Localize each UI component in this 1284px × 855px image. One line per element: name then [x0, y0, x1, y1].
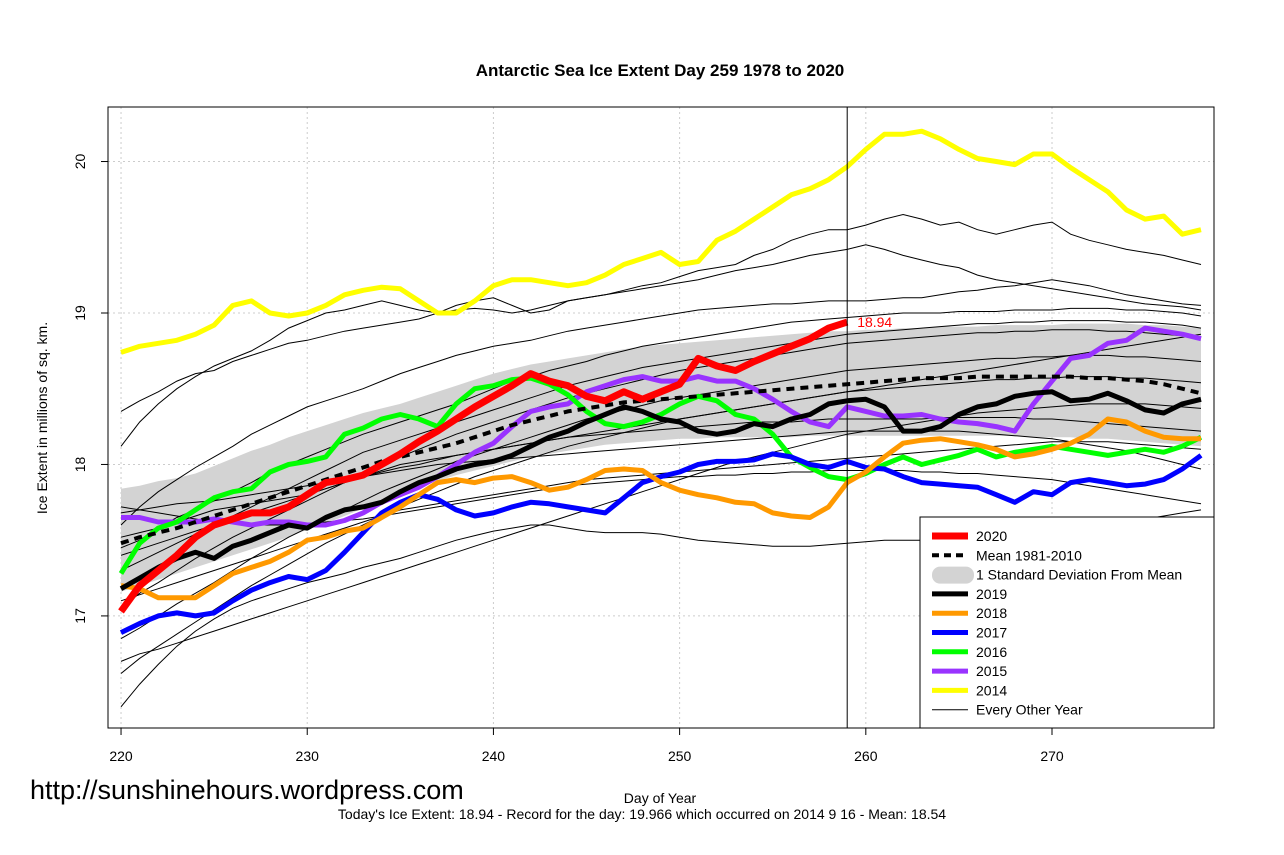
series-line-2014	[120, 128, 1202, 355]
other-year-line	[120, 376, 1202, 674]
legend-label: 2015	[976, 663, 1007, 679]
legend-box	[919, 516, 1215, 729]
legend-label: Every Other Year	[976, 702, 1083, 718]
other-year-line	[120, 307, 1202, 549]
series-line-2020	[118, 318, 849, 614]
y-tick-label: 18	[72, 456, 88, 472]
chart-title: Antarctic Sea Ice Extent Day 259 1978 to…	[476, 61, 845, 80]
series-line-2019	[119, 389, 1202, 591]
x-tick-label: 240	[482, 748, 506, 764]
std-deviation-band	[121, 323, 1201, 592]
series-line-mean-1981-2010	[120, 374, 1202, 546]
std-band	[121, 323, 1201, 592]
current-day-marker: 18.94	[846, 107, 892, 728]
legend-label: 2014	[976, 682, 1007, 698]
x-tick-label: 260	[854, 748, 878, 764]
legend-label: 2020	[976, 528, 1007, 544]
legend-label: Mean 1981-2010	[976, 547, 1082, 563]
series-lines	[118, 128, 1203, 635]
series-line-2017	[119, 451, 1203, 635]
x-tick-label: 270	[1040, 748, 1064, 764]
x-axis-label: Day of Year	[624, 790, 697, 806]
axes: 220 230 240 250 260 270 17 18 19 20	[72, 106, 1215, 764]
other-year-line	[120, 244, 1202, 412]
series-line-2015	[121, 325, 1202, 528]
series-line-2016	[118, 375, 1203, 575]
legend-label: 2016	[976, 644, 1007, 660]
x-tick-label: 250	[668, 748, 692, 764]
legend-label: 2017	[976, 625, 1007, 641]
legend-label: 2019	[976, 586, 1007, 602]
other-year-line	[120, 213, 1202, 447]
x-tick-label: 220	[109, 748, 133, 764]
y-tick-label: 19	[72, 305, 88, 321]
footer-stats: Today's Ice Extent: 18.94 - Record for t…	[337, 806, 947, 822]
other-year-line	[120, 329, 1202, 609]
y-tick-label: 20	[72, 154, 88, 170]
legend-label: 1 Standard Deviation From Mean	[976, 567, 1182, 583]
current-value-label: 18.94	[857, 314, 892, 330]
plot-frame	[107, 106, 1215, 729]
legend: 2020 Mean 1981-2010 1 Standard Deviation F…	[919, 516, 1215, 729]
other-year-line	[120, 403, 1202, 662]
legend-swatch	[932, 566, 974, 584]
series-line-2018	[120, 416, 1201, 601]
other-year-line	[120, 320, 1202, 571]
x-tick-label: 230	[296, 748, 320, 764]
y-axis-label: Ice Extent in millions of sq. km.	[34, 322, 50, 514]
legend-label: 2018	[976, 605, 1007, 621]
other-year-line	[120, 279, 1202, 526]
watermark-url: http://sunshinehours.wordpress.com	[30, 775, 464, 805]
y-tick-label: 17	[72, 608, 88, 624]
